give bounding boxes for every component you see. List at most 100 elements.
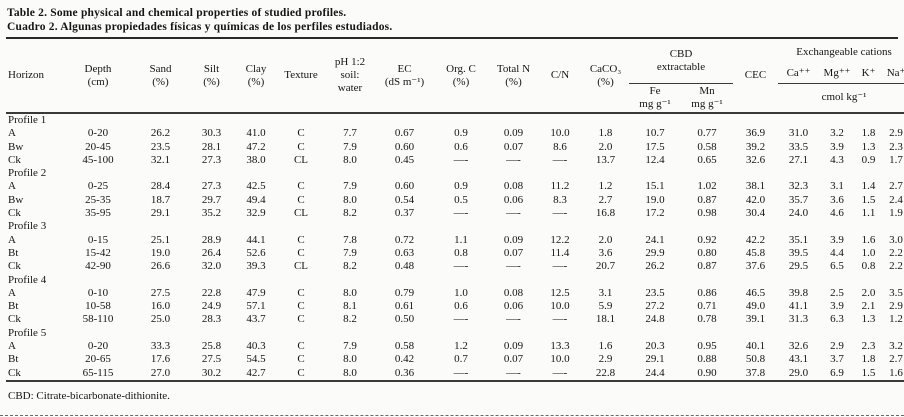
value-cell: 27.1 (788, 153, 809, 166)
value-cell: 37.8 (745, 366, 766, 379)
value-cell: 1.1 (861, 207, 876, 220)
value-cell: 35.2 (201, 207, 222, 220)
value-cell: 50.8 (745, 353, 766, 366)
table-title-spanish: Cuadro 2. Algunas propiedades físicas y … (7, 21, 393, 33)
value-cell: 24.0 (788, 207, 809, 220)
value-cell: 35.7 (788, 193, 809, 206)
value-cell: 20.3 (645, 340, 665, 353)
soil-properties-table: Horizon Depth (cm) Sand (%) Silt (%) Cla… (6, 39, 904, 382)
value-cell: 27.3 (201, 180, 222, 193)
value-cell: 7.9 (343, 246, 357, 259)
value-cell: 13.3 (550, 340, 570, 353)
value-cell: 0.72 (394, 233, 415, 246)
value-cell: 27.2 (645, 300, 665, 313)
value-cell: 1.0 (454, 286, 468, 299)
value-cell: 5.9 (598, 300, 613, 313)
value-cell: C (297, 353, 305, 366)
value-cell: 0.65 (697, 153, 717, 166)
value-cell: 0.77 (697, 127, 717, 140)
value-cell: 0.79 (394, 286, 415, 299)
profile-group-row: Profile 1 (6, 113, 904, 127)
table-row: Ck 65-115 27.0 30.2 42.7 C 8.0 0.36 —- —- —- 22.8 24… (6, 367, 904, 381)
value-cell: 0.95 (697, 340, 717, 353)
value-cell: 2.7 (889, 180, 903, 193)
value-cell: 8.2 (343, 260, 357, 273)
value-cell: 0.07 (503, 353, 524, 366)
value-cell: 54.5 (246, 353, 266, 366)
header-row-2: Ca⁺⁺ Mg⁺⁺ K⁺ Na⁺ (6, 65, 904, 84)
value-cell: 2.9 (889, 127, 903, 140)
value-cell: 43.7 (246, 313, 266, 326)
table-row: A 0-15 25.1 28.9 44.1 C 7.8 0.72 1.1 0.09 12.2 2.0 2… (6, 234, 904, 247)
value-cell: 1.3 (861, 313, 876, 326)
value-cell: —- (506, 260, 521, 273)
value-cell: 6.5 (830, 260, 844, 273)
value-cell: 0.78 (697, 313, 717, 326)
value-cell: 26.6 (150, 260, 171, 273)
value-cell: 1.6 (598, 340, 613, 353)
table-row: Bt 10-58 16.0 24.9 57.1 C 8.1 0.61 0.6 0.06 10.0 5.… (6, 300, 904, 313)
value-cell: —- (552, 260, 568, 273)
value-cell: C (297, 140, 305, 153)
value-cell: 4.4 (830, 246, 844, 259)
value-cell: 0.90 (697, 366, 717, 379)
table-row: A 0-20 33.3 25.8 40.3 C 7.9 0.58 1.2 0.09 13.3 1.6 2… (6, 340, 904, 353)
value-cell: 38.1 (745, 180, 766, 193)
table-row: Ck 35-95 29.1 35.2 32.9 CL 8.2 0.37 —- —- —- 16.8 17… (6, 207, 904, 220)
value-cell: 12.2 (550, 233, 570, 246)
profile-group-label: Profile 1 (8, 114, 47, 126)
value-cell: C (297, 286, 305, 299)
table-row: Ck 58-110 25.0 28.3 43.7 C 8.2 0.50 —- —- —- 18.1 24… (6, 313, 904, 326)
value-cell: 42-90 (85, 260, 111, 273)
value-cell: 24.1 (645, 233, 665, 246)
value-cell: 24.8 (645, 313, 665, 326)
value-cell: 24.9 (201, 300, 222, 313)
value-cell: 15-42 (85, 246, 111, 259)
value-cell: 0.06 (503, 193, 524, 206)
value-cell: 7.9 (343, 140, 357, 153)
col-header-ec: EC (dS m⁻¹) (384, 62, 425, 88)
value-cell: 0.71 (697, 300, 717, 313)
value-cell: 1.8 (861, 127, 876, 140)
col-header-silt: Silt (%) (203, 62, 220, 88)
value-cell: 33.3 (150, 340, 171, 353)
value-cell: 32.9 (246, 207, 266, 220)
value-cell: 8.6 (553, 140, 567, 153)
value-cell: 0.7 (454, 353, 468, 366)
value-cell: 2.3 (889, 140, 903, 153)
value-cell: 29.1 (150, 207, 171, 220)
value-cell: 11.2 (550, 180, 570, 193)
value-cell: 18.1 (595, 313, 616, 326)
value-cell: CL (293, 153, 309, 166)
value-cell: 25.0 (150, 313, 171, 326)
value-cell: —- (552, 366, 568, 379)
value-cell: 29.1 (645, 353, 665, 366)
value-cell: 8.0 (343, 286, 357, 299)
col-header-mg: Mg⁺⁺ (819, 65, 855, 84)
value-cell: 27.5 (150, 286, 171, 299)
page-bottom-rule (0, 415, 904, 416)
value-cell: 43.1 (788, 353, 809, 366)
value-cell: C (297, 340, 305, 353)
horizon-cell: A (8, 286, 16, 299)
value-cell: 27.3 (201, 153, 222, 166)
value-cell: 30.2 (201, 366, 222, 379)
value-cell: 25.8 (201, 340, 222, 353)
value-cell: 28.4 (150, 180, 171, 193)
value-cell: 3.1 (598, 286, 613, 299)
value-cell: 38.0 (246, 153, 266, 166)
profile-group-label: Profile 4 (8, 273, 47, 286)
value-cell: 7.7 (343, 127, 357, 140)
col-header-na: Na⁺ (882, 65, 904, 84)
value-cell: 20-45 (85, 140, 111, 153)
value-cell: 3.2 (830, 127, 844, 140)
value-cell: 10.0 (550, 300, 570, 313)
value-cell: CL (293, 207, 309, 220)
value-cell: 41.1 (788, 300, 809, 313)
value-cell: 0.87 (697, 193, 717, 206)
value-cell: 39.5 (788, 246, 809, 259)
value-cell: 32.3 (788, 180, 809, 193)
value-cell: —- (453, 313, 469, 326)
value-cell: 2.9 (830, 340, 844, 353)
horizon-cell: Bt (8, 246, 19, 259)
